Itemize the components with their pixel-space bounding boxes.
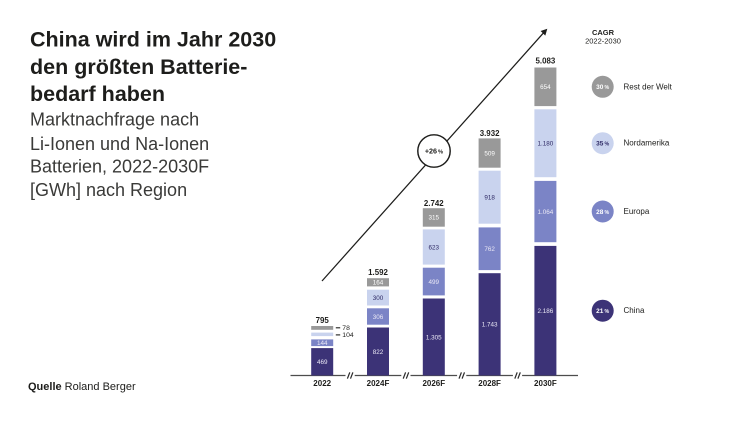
svg-text:30%: 30% bbox=[596, 84, 609, 91]
svg-text:509: 509 bbox=[484, 150, 495, 157]
svg-text:1.592: 1.592 bbox=[368, 268, 388, 277]
svg-text:469: 469 bbox=[317, 359, 328, 366]
svg-text:bedarf haben: bedarf haben bbox=[30, 82, 165, 106]
svg-text:28%: 28% bbox=[596, 209, 609, 216]
svg-text:2024F: 2024F bbox=[367, 379, 390, 388]
svg-text:+26%: +26% bbox=[425, 147, 443, 156]
svg-text:2.186: 2.186 bbox=[538, 308, 554, 315]
svg-text:1.064: 1.064 bbox=[538, 209, 554, 216]
svg-text:2.742: 2.742 bbox=[424, 199, 444, 208]
svg-text:300: 300 bbox=[373, 295, 384, 302]
svg-text:1.743: 1.743 bbox=[482, 322, 498, 329]
svg-text:795: 795 bbox=[316, 316, 330, 325]
svg-text:5.083: 5.083 bbox=[536, 57, 556, 66]
svg-text:654: 654 bbox=[540, 84, 551, 91]
svg-text:499: 499 bbox=[429, 279, 440, 286]
svg-text:1.180: 1.180 bbox=[538, 141, 554, 148]
svg-text:918: 918 bbox=[484, 195, 495, 202]
svg-text:3.932: 3.932 bbox=[480, 129, 500, 138]
svg-text:164: 164 bbox=[373, 280, 384, 287]
svg-text:2030F: 2030F bbox=[534, 379, 557, 388]
svg-text:623: 623 bbox=[429, 244, 440, 251]
svg-text:306: 306 bbox=[373, 314, 384, 321]
svg-text:104: 104 bbox=[342, 332, 354, 339]
svg-text:Marktnachfrage nach: Marktnachfrage nach bbox=[30, 109, 199, 129]
svg-text:762: 762 bbox=[484, 246, 495, 253]
svg-text:China wird im Jahr 2030: China wird im Jahr 2030 bbox=[30, 28, 276, 52]
svg-text:CAGR: CAGR bbox=[592, 28, 615, 37]
svg-text:2022: 2022 bbox=[313, 379, 331, 388]
svg-text:2028F: 2028F bbox=[478, 379, 501, 388]
svg-text:35%: 35% bbox=[596, 141, 609, 148]
svg-text:den größten Batterie-: den größten Batterie- bbox=[30, 55, 247, 79]
svg-text:Rest der Welt: Rest der Welt bbox=[624, 82, 673, 91]
svg-text:315: 315 bbox=[429, 215, 440, 222]
svg-text:Quelle Roland Berger: Quelle Roland Berger bbox=[28, 381, 136, 393]
svg-text:78: 78 bbox=[342, 325, 350, 332]
svg-text:Nordamerika: Nordamerika bbox=[624, 139, 670, 148]
svg-text:21%: 21% bbox=[596, 308, 609, 315]
svg-text:Li-Ionen und Na-Ionen: Li-Ionen und Na-Ionen bbox=[30, 134, 209, 154]
svg-text:[GWh] nach Region: [GWh] nach Region bbox=[30, 180, 187, 200]
svg-text:2026F: 2026F bbox=[422, 379, 445, 388]
svg-text:Europa: Europa bbox=[624, 207, 650, 216]
svg-text:2022-2030: 2022-2030 bbox=[585, 36, 621, 45]
svg-text:822: 822 bbox=[373, 349, 384, 356]
svg-text:1.305: 1.305 bbox=[426, 334, 442, 341]
svg-text:144: 144 bbox=[317, 340, 328, 347]
svg-text:Batterien, 2022-2030F: Batterien, 2022-2030F bbox=[30, 157, 209, 177]
svg-text:China: China bbox=[624, 306, 645, 315]
